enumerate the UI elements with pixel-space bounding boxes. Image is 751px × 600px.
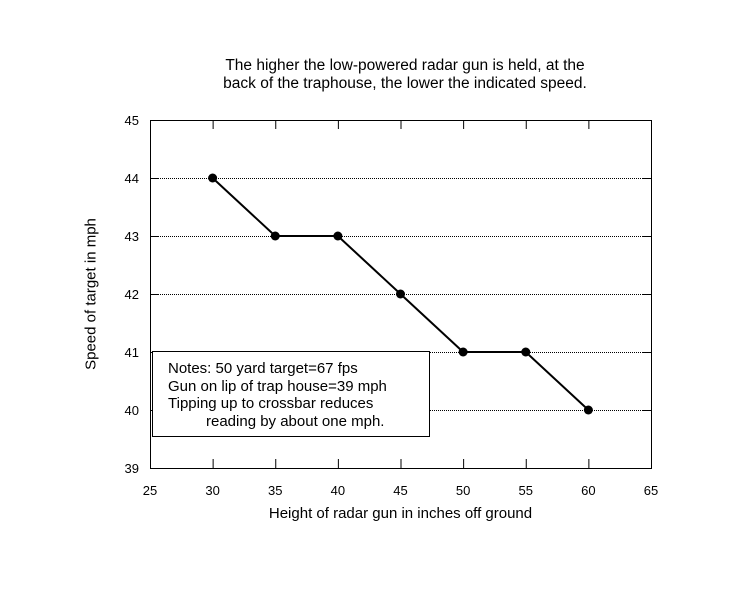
data-point — [458, 347, 468, 357]
data-point — [583, 405, 593, 415]
y-tick-label: 41 — [125, 345, 139, 360]
data-point — [333, 231, 343, 241]
x-tick-label: 45 — [393, 483, 407, 498]
x-tick-label: 50 — [456, 483, 470, 498]
data-point — [521, 347, 531, 357]
y-tick-label: 43 — [125, 229, 139, 244]
x-tick-label: 55 — [519, 483, 533, 498]
x-tick-label: 65 — [644, 483, 658, 498]
y-axis-label: Speed of target in mph — [82, 218, 100, 370]
note-line: Notes: 50 yard target=67 fps — [168, 360, 358, 377]
x-tick-label: 40 — [331, 483, 345, 498]
data-point — [270, 231, 280, 241]
chart-title-line-1: The higher the low-powered radar gun is … — [225, 57, 585, 74]
x-tick-label: 60 — [581, 483, 595, 498]
x-tick-label: 35 — [268, 483, 282, 498]
y-tick-label: 40 — [125, 403, 139, 418]
data-point — [396, 289, 405, 299]
note-line: Tipping up to crossbar reduces — [168, 395, 374, 412]
x-tick-label: 25 — [143, 483, 157, 498]
y-tick-label: 42 — [125, 287, 139, 302]
note-line: reading by about one mph. — [206, 412, 385, 430]
x-tick-label: 30 — [205, 483, 219, 498]
y-tick-label: 39 — [125, 461, 139, 476]
y-tick-label: 44 — [125, 171, 139, 186]
x-axis-label: Height of radar gun in inches off ground — [268, 505, 533, 522]
y-tick-label: 45 — [125, 113, 139, 128]
data-point — [208, 173, 218, 183]
note-line: Gun on lip of trap house=39 mph — [168, 377, 387, 395]
notes-box: Notes: 50 yard target=67 fps Gun on lip … — [152, 351, 430, 437]
chart-title: The higher the low-powered radar gun is … — [150, 57, 660, 93]
chart-title-line-2: back of the traphouse, the lower the ind… — [223, 75, 587, 92]
